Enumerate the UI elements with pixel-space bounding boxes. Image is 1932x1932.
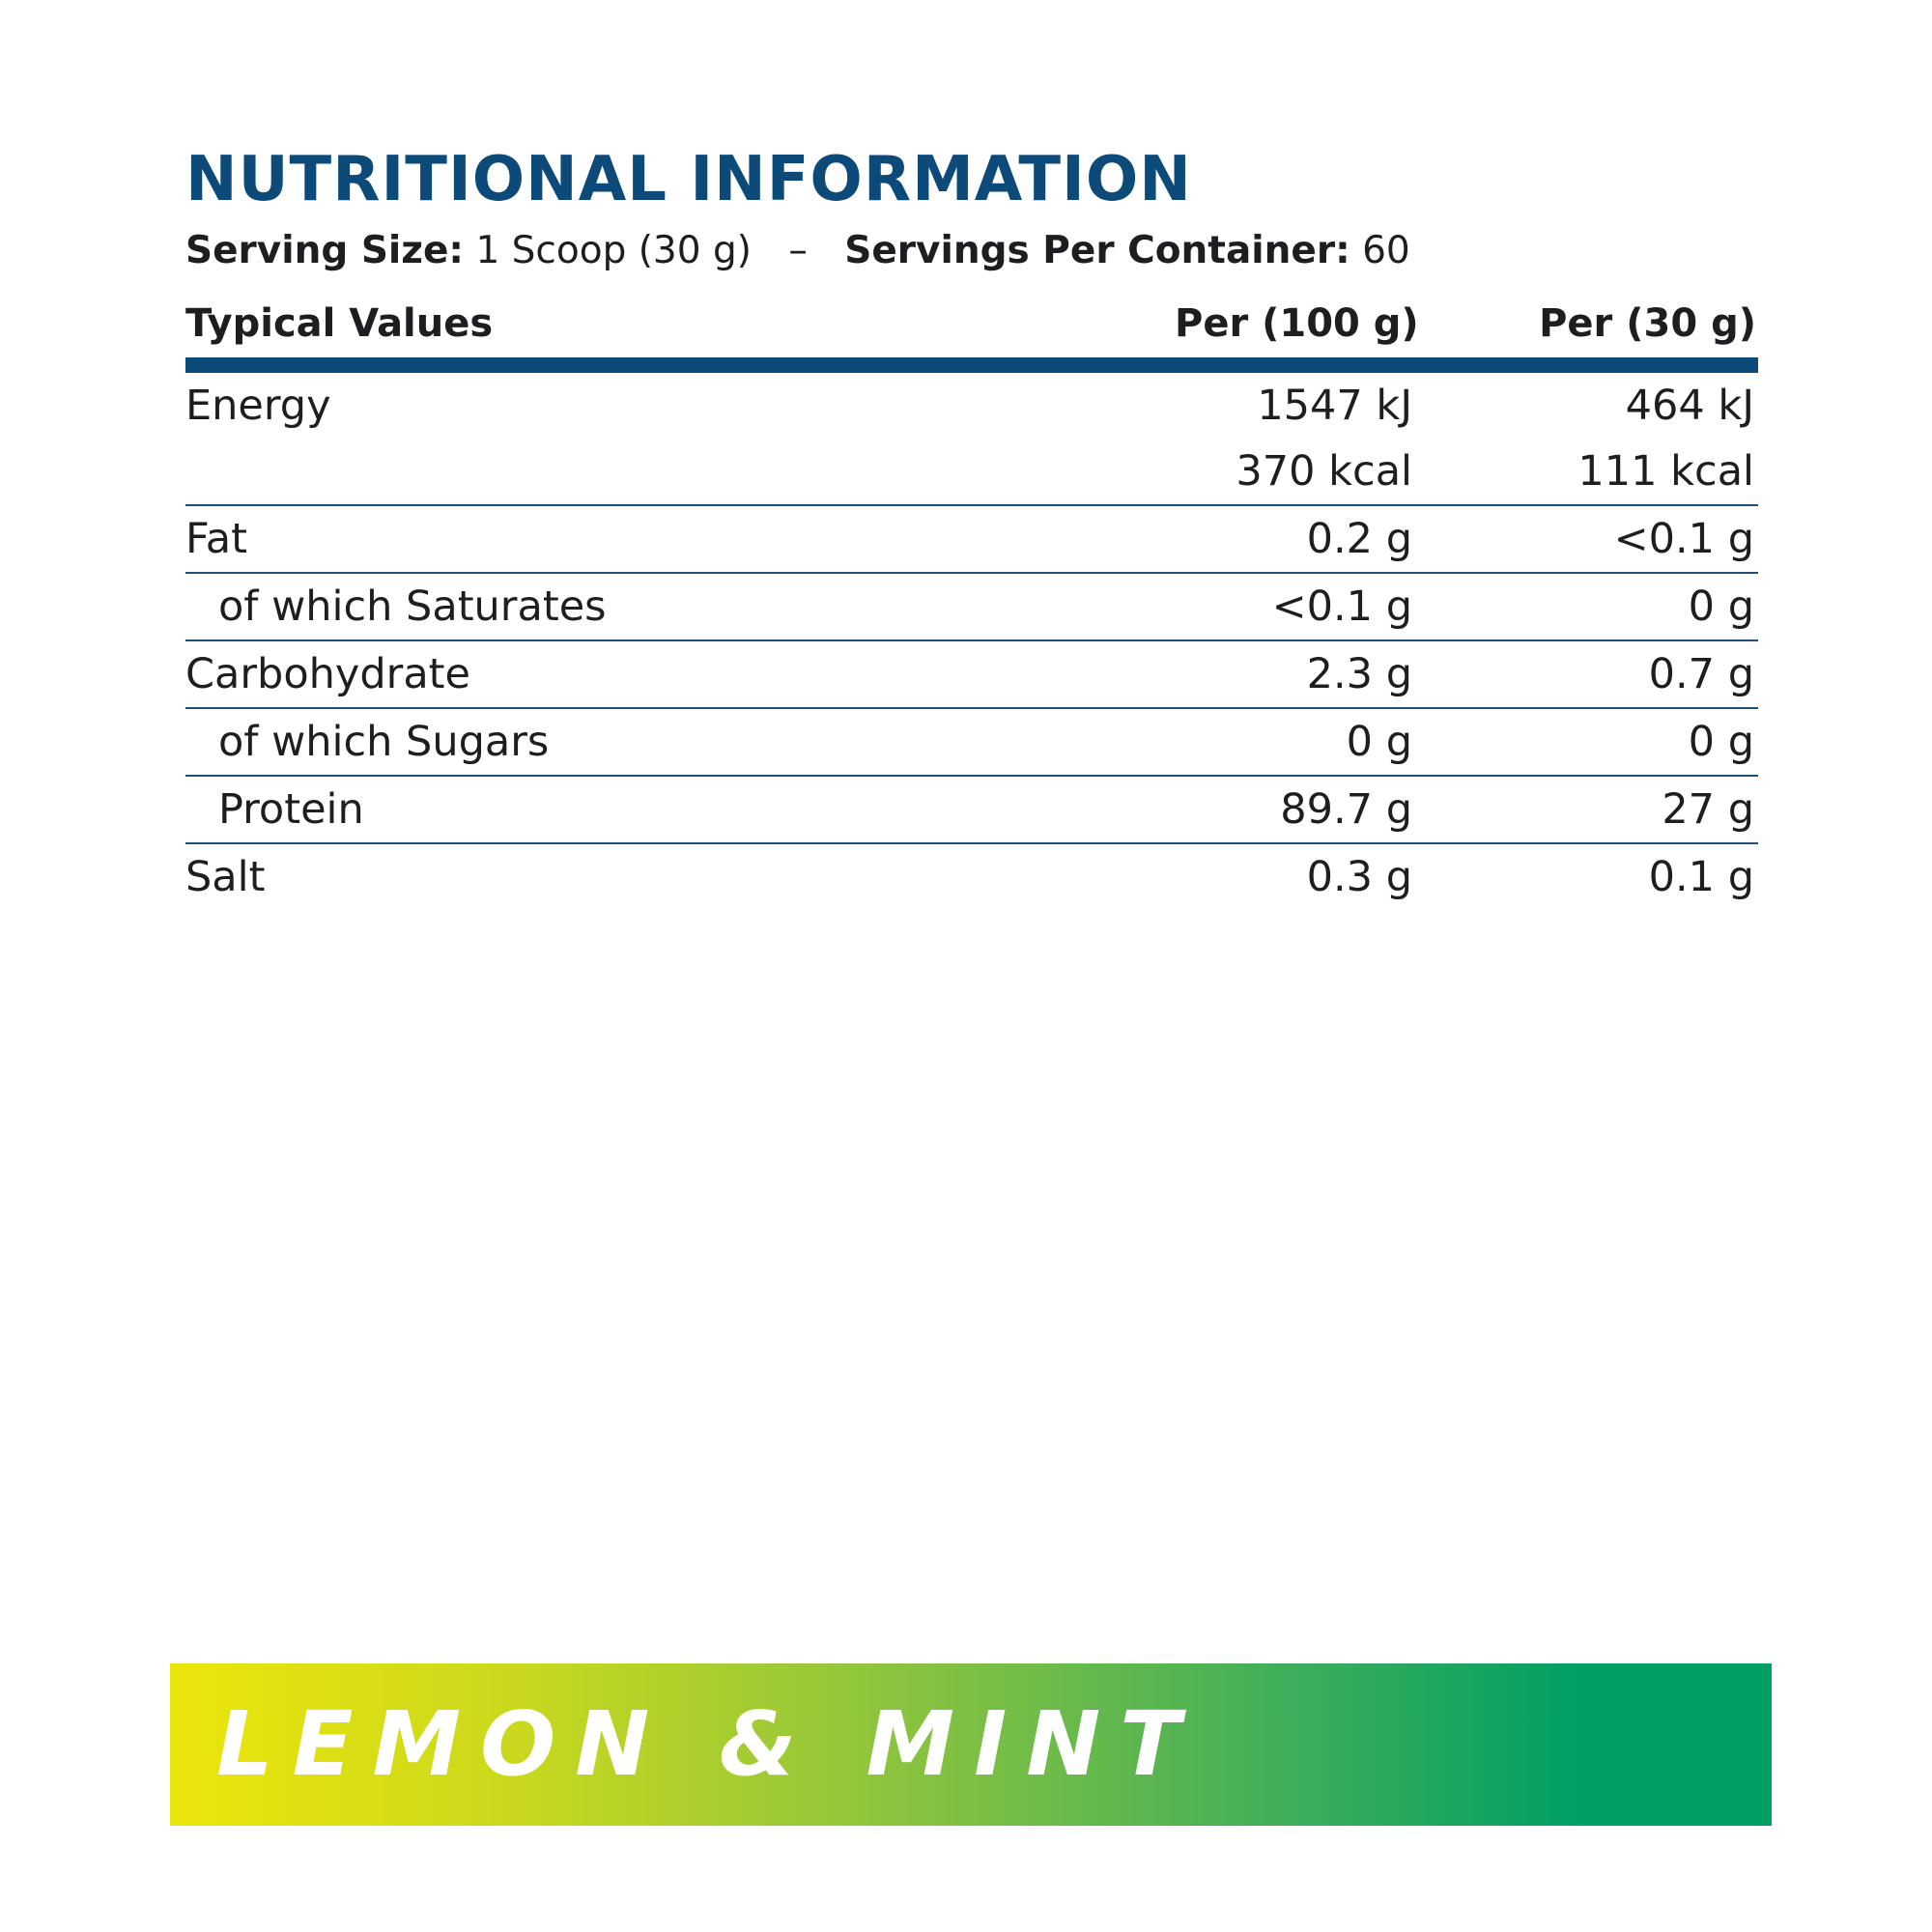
value-per-serving: 111 kcal [1416,439,1758,506]
serving-separator: – [788,229,808,272]
nutrition-table-body: Energy 1547 kJ 464 kJ 370 kcal 111 kcal Fat 0.… [185,365,1758,910]
serving-info: Serving Size: 1 Scoop (30 g) – Servings … [185,222,1758,280]
value-per-100g: 0 g [1175,708,1416,777]
flavour-label: LEMON & MINT [216,1692,1201,1796]
value-per-serving: 0.1 g [1648,853,1754,901]
nutrient-name: Salt [185,853,266,901]
serving-size-label: Serving Size: [185,229,465,272]
table-row: Carbohydrate 2.3 g 0.7 g [185,640,1758,709]
serving-size-value: 1 Scoop (30 g) [475,229,752,272]
flavour-banner: LEMON & MINT [170,1663,1772,1826]
value-per-100g: <0.1 g [1175,573,1416,641]
column-header-per-serving: Per (30 g) [1416,290,1758,373]
table-header-row: Typical Values Per (100 g) Per (30 g) [185,290,1758,373]
value-per-100g: 0.2 g [1175,505,1416,574]
table-row: Salt 0.3 g 0.1 g [185,843,1758,910]
nutrient-name: Energy [185,382,331,430]
nutrient-name [185,439,1175,506]
nutrient-name: of which Sugars [185,708,1175,777]
nutrient-name: Carbohydrate [185,640,1175,709]
table-row: Fat 0.2 g <0.1 g [185,505,1758,574]
column-header-typical-values: Typical Values [185,290,1175,373]
nutrient-name: Protein [185,776,1175,844]
value-per-serving: 464 kJ [1625,382,1754,430]
nutrient-name: Fat [185,505,1175,574]
table-row: Energy 1547 kJ 464 kJ [185,365,1758,439]
value-per-serving: 27 g [1416,776,1758,844]
value-per-100g: 2.3 g [1175,640,1416,709]
value-per-100g: 89.7 g [1175,776,1416,844]
value-per-serving: 0.7 g [1416,640,1758,709]
value-per-serving: <0.1 g [1416,505,1758,574]
column-header-per-100g: Per (100 g) [1175,290,1419,373]
value-per-100g: 0.3 g [1306,853,1412,901]
servings-per-container-value: 60 [1362,229,1410,272]
value-per-serving: 0 g [1416,708,1758,777]
nutrition-panel: NUTRITIONAL INFORMATION Serving Size: 1 … [185,145,1758,910]
nutrient-name: of which Saturates [185,573,1175,641]
nutrition-table: Typical Values Per (100 g) Per (30 g) En… [185,290,1758,910]
value-per-100g: 370 kcal [1175,439,1416,506]
table-row: Protein 89.7 g 27 g [185,776,1758,844]
value-per-serving: 0 g [1416,573,1758,641]
servings-per-container-label: Servings Per Container: [844,229,1350,272]
table-row: 370 kcal 111 kcal [185,439,1758,506]
value-per-100g: 1547 kJ [1257,382,1412,430]
page-title: NUTRITIONAL INFORMATION [185,144,1192,215]
